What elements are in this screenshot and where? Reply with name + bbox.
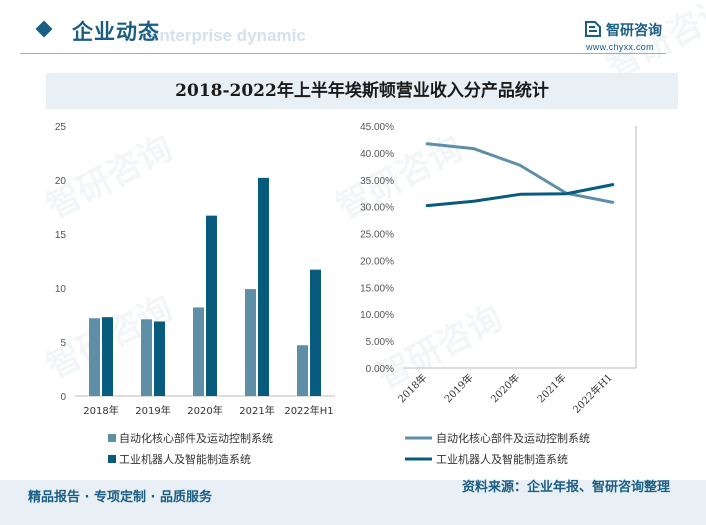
legend-label-core-components: 自动化核心部件及运动控制系统 xyxy=(119,431,273,445)
footer-slogan: 精品报告 · 专项定制 · 品质服务 xyxy=(28,490,212,505)
bar-robots-2 xyxy=(206,215,217,396)
bar-core-components-3 xyxy=(245,289,256,396)
header: Enterprise dynamic 企业动态 智研咨询 www.chyxx.c… xyxy=(0,0,706,54)
brand-url: www.chyxx.com xyxy=(586,42,654,52)
x-tick-label: 2019年 xyxy=(441,371,475,405)
y-tick-label: 5.00% xyxy=(366,337,394,348)
chart-title: 2018-2022年上半年埃斯顿营业收入分产品统计 xyxy=(175,81,549,101)
header-divider xyxy=(20,53,666,54)
x-tick-label: 2022年H1 xyxy=(284,404,333,417)
legend-swatch-robots xyxy=(108,455,116,463)
x-tick-label: 2020年 xyxy=(187,404,222,417)
bar-core-components-2 xyxy=(193,307,204,396)
y-tick-label: 30.00% xyxy=(360,203,394,214)
x-tick-label: 2022年H1 xyxy=(570,371,615,416)
bar-core-components-4 xyxy=(297,345,308,396)
legend-label-core-components: 自动化核心部件及运动控制系统 xyxy=(436,431,590,445)
brand-logo-icon xyxy=(585,21,601,37)
x-tick-label: 2021年 xyxy=(534,371,568,405)
x-tick-label: 2018年 xyxy=(395,371,429,405)
y-tick-label: 0 xyxy=(60,392,66,403)
bar-robots-3 xyxy=(258,177,269,396)
brand-name: 智研咨询 xyxy=(606,23,662,39)
legend-label-robots: 工业机器人及智能制造系统 xyxy=(436,452,568,466)
section-title-english: Enterprise dynamic xyxy=(148,26,306,45)
y-tick-label: 35.00% xyxy=(360,176,394,187)
y-tick-label: 40.00% xyxy=(360,149,394,160)
y-tick-label: 10 xyxy=(55,284,67,295)
line-series-robots xyxy=(425,183,615,208)
y-tick-label: 10.00% xyxy=(360,310,394,321)
footer-source: 资料来源：企业年报、智研咨询整理 xyxy=(461,480,670,495)
bar-robots-4 xyxy=(310,269,321,396)
y-tick-label: 25 xyxy=(55,122,67,133)
bar-core-components-0 xyxy=(89,318,100,396)
y-tick-label: 15 xyxy=(55,230,67,241)
bar-robots-0 xyxy=(102,317,113,396)
bar-robots-1 xyxy=(154,321,165,396)
section-title: 企业动态 xyxy=(72,20,160,44)
y-tick-label: 15.00% xyxy=(360,283,394,294)
x-tick-label: 2018年 xyxy=(83,404,118,417)
y-tick-label: 20.00% xyxy=(360,256,394,267)
y-tick-label: 20 xyxy=(55,176,67,187)
legend-swatch-core-components xyxy=(108,434,116,442)
chart-title-band: 2018-2022年上半年埃斯顿营业收入分产品统计 xyxy=(46,73,678,109)
y-tick-label: 25.00% xyxy=(360,230,394,241)
footer-bar xyxy=(0,480,706,525)
y-tick-label: 0.00% xyxy=(366,364,394,375)
x-tick-label: 2020年 xyxy=(488,371,522,405)
y-tick-label: 45.00% xyxy=(360,122,394,133)
legend-label-robots: 工业机器人及智能制造系统 xyxy=(119,452,251,466)
bar-core-components-1 xyxy=(141,319,152,396)
x-tick-label: 2021年 xyxy=(239,404,274,417)
x-tick-label: 2019年 xyxy=(135,404,170,417)
y-tick-label: 5 xyxy=(60,338,66,349)
